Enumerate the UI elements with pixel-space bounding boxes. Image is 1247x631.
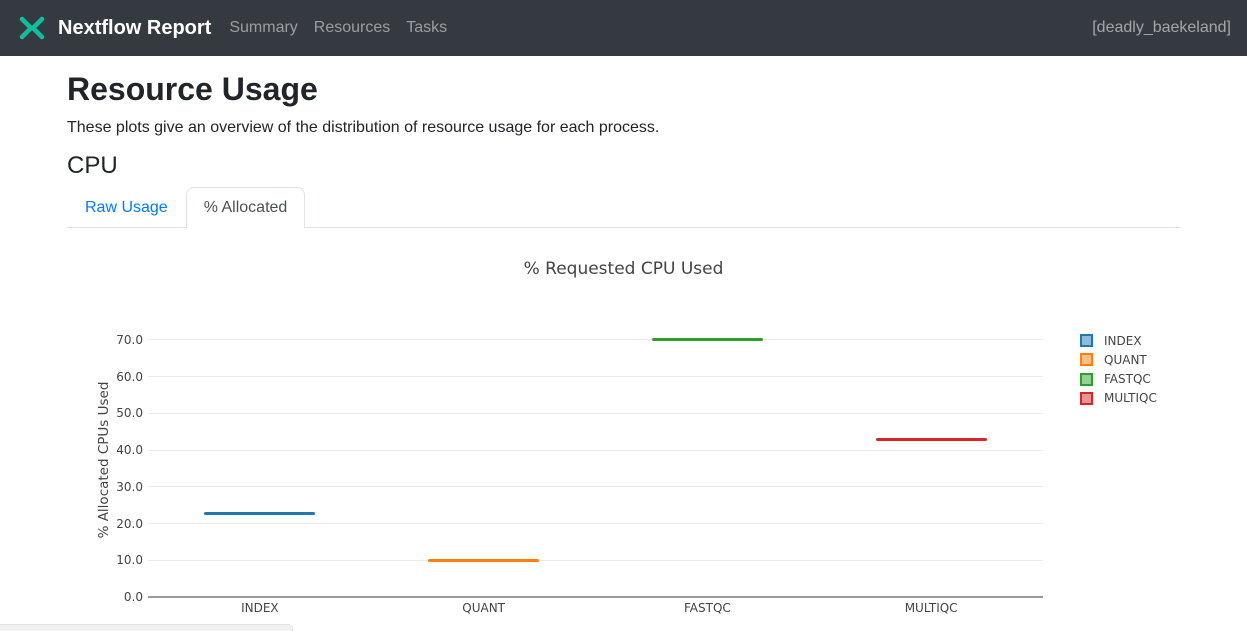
chart-legend: INDEX QUANT FASTQC MULTIQC [1080, 331, 1157, 408]
cpu-allocated-chart: % Requested CPU Used % Allocated CPUs Us… [67, 239, 1180, 624]
tab-raw-usage[interactable]: Raw Usage [85, 199, 168, 217]
box-fastqc [651, 338, 763, 342]
x-tick-label: INDEX [241, 601, 279, 616]
y-tick-label: 10.0 [116, 553, 143, 568]
legend-label: MULTIQC [1104, 391, 1157, 406]
page-title: Resource Usage [67, 71, 318, 107]
navbar: Nextflow Report Summary Resources Tasks … [0, 0, 1247, 56]
gridline [148, 449, 1043, 451]
legend-label: QUANT [1104, 352, 1147, 367]
legend-label: FASTQC [1104, 372, 1151, 387]
nav-item-tasks[interactable]: Tasks [406, 19, 448, 36]
legend-item-index[interactable]: INDEX [1080, 331, 1157, 350]
legend-swatch-icon [1080, 353, 1093, 367]
page-subtitle: These plots give an overview of the dist… [67, 119, 660, 137]
nav-item-resources[interactable]: Resources [313, 19, 391, 36]
section-heading-cpu: CPU [67, 152, 118, 180]
box-quant [428, 559, 540, 563]
tab-percent-allocated[interactable]: % Allocated [185, 187, 306, 229]
nav-item-summary[interactable]: Summary [229, 19, 298, 36]
gridline [148, 486, 1043, 488]
legend-item-quant[interactable]: QUANT [1080, 350, 1157, 369]
y-tick-label: 30.0 [116, 479, 143, 494]
gridline [148, 559, 1043, 561]
y-tick-label: 0.0 [123, 590, 143, 605]
gridline [148, 412, 1043, 414]
tab-bar: Raw Usage % Allocated [67, 187, 1180, 229]
legend-item-multiqc[interactable]: MULTIQC [1080, 389, 1157, 408]
y-tick-label: 70.0 [116, 332, 143, 347]
gridline [148, 376, 1043, 378]
chart-title: % Requested CPU Used [523, 259, 724, 280]
y-tick-label: 20.0 [116, 516, 143, 531]
legend-swatch-icon [1080, 391, 1093, 405]
navbar-brand: Nextflow Report [58, 16, 212, 39]
legend-label: INDEX [1104, 333, 1142, 348]
legend-item-fastqc[interactable]: FASTQC [1080, 370, 1157, 389]
main-content: Resource Usage These plots give an overv… [0, 56, 1247, 624]
y-tick-label: 60.0 [116, 369, 143, 384]
x-tick-label: FASTQC [683, 601, 731, 616]
navbar-nav: Summary Resources Tasks [221, 19, 455, 37]
y-tick-label: 40.0 [116, 443, 143, 458]
gridline [148, 523, 1043, 525]
gridline [148, 339, 1043, 341]
x-tick-label: MULTIQC [904, 601, 958, 616]
plot-area [148, 324, 1043, 599]
legend-swatch-icon [1080, 334, 1093, 348]
nextflow-logo-icon [18, 14, 46, 42]
y-tick-label: 50.0 [116, 406, 143, 421]
browser-status-bar [0, 624, 293, 631]
run-name: [deadly_baekeland] [1092, 19, 1231, 36]
box-multiqc [875, 437, 987, 441]
x-axis-line [148, 596, 1043, 599]
box-index [204, 511, 316, 515]
legend-swatch-icon [1080, 372, 1093, 386]
x-tick-label: QUANT [462, 601, 505, 616]
